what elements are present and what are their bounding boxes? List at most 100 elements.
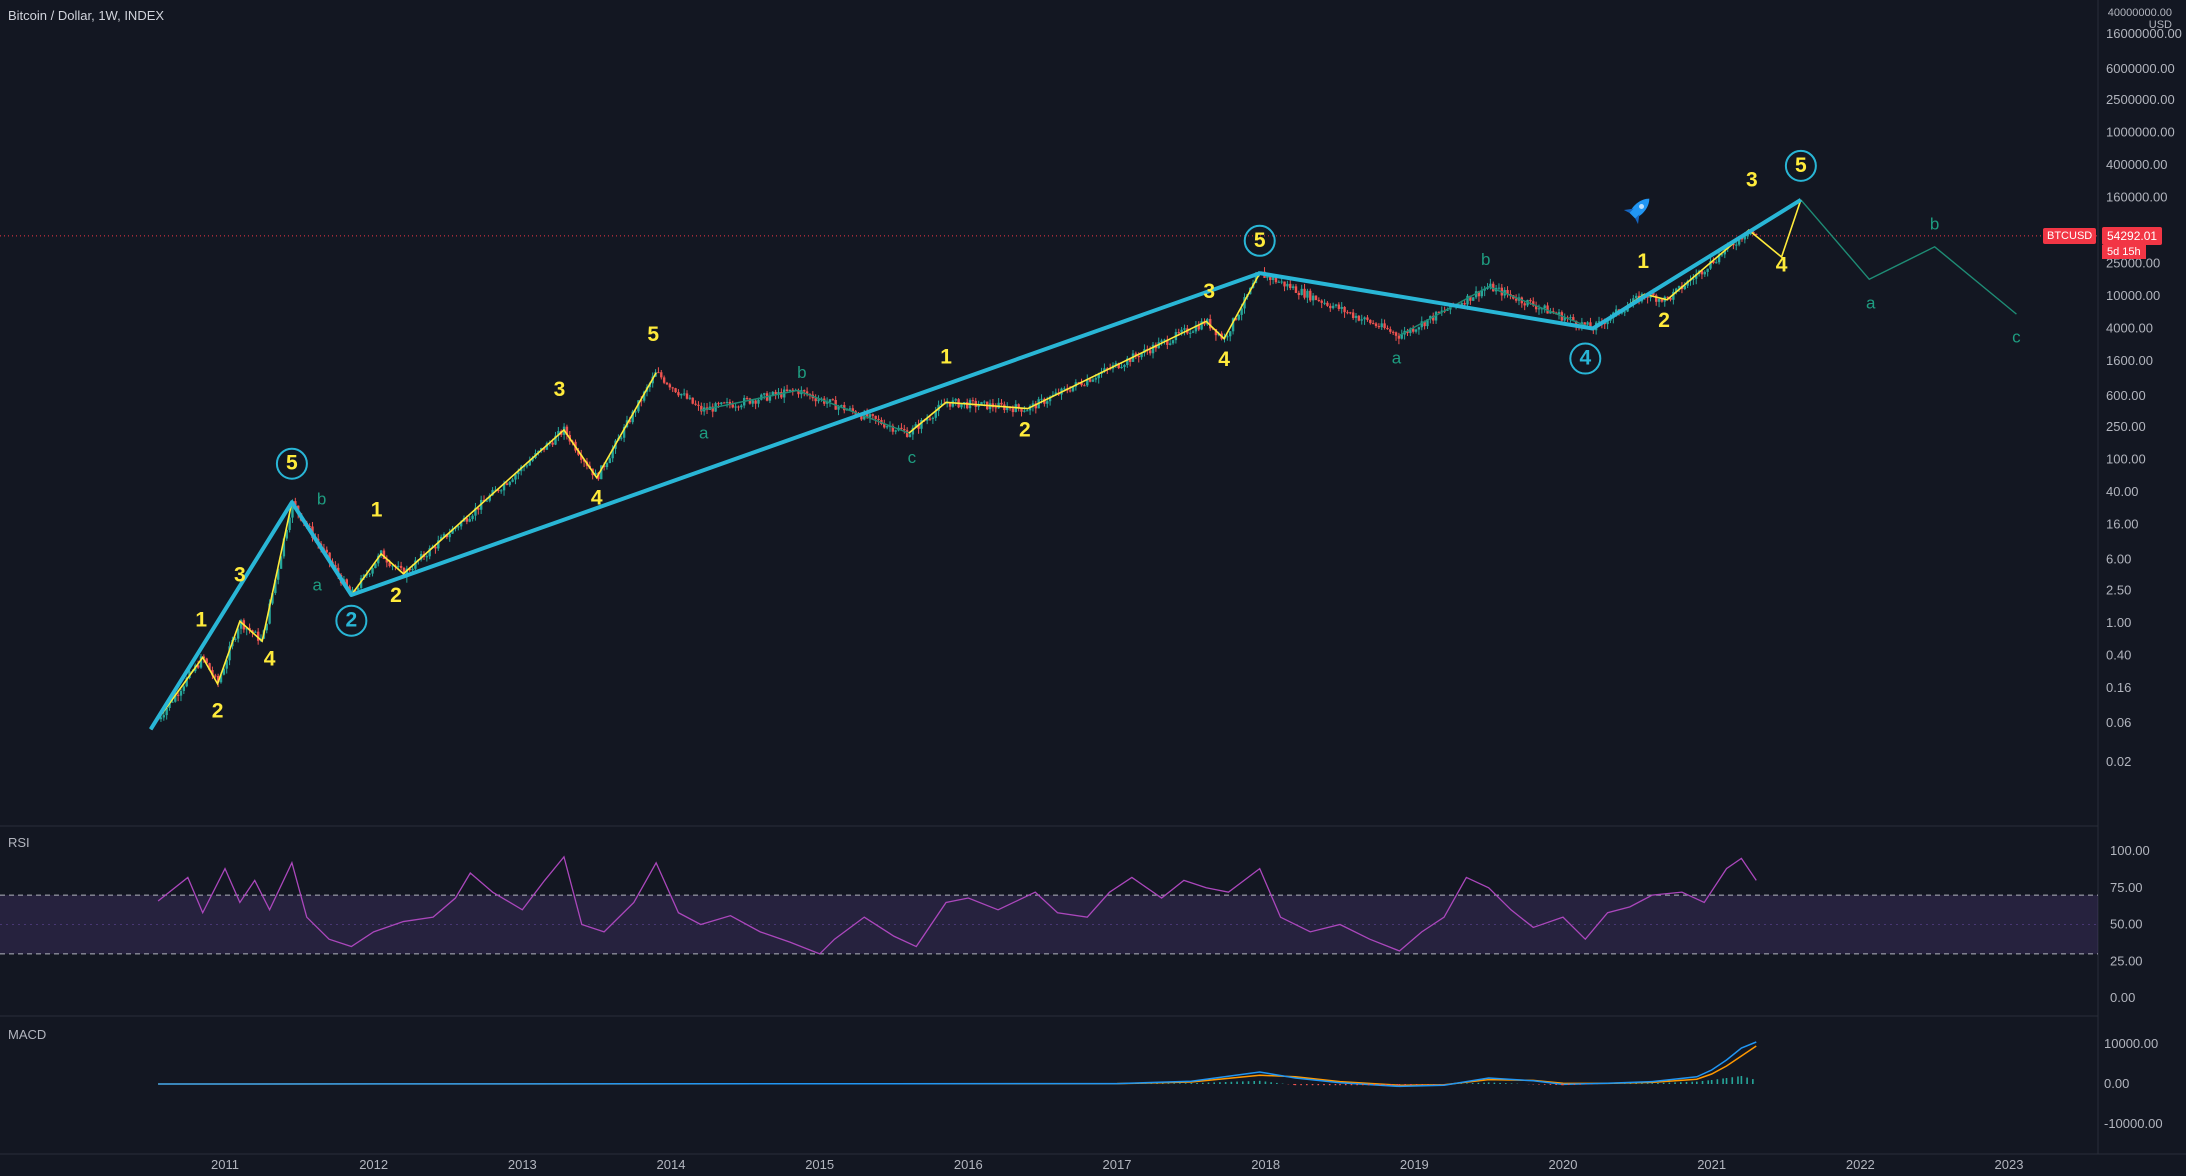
candle-body xyxy=(245,627,248,630)
rocket-icon xyxy=(1623,198,1650,225)
candle-body xyxy=(239,620,243,629)
macd-histogram-bar xyxy=(1356,1084,1358,1086)
candle-body xyxy=(1331,305,1335,309)
macd-histogram-bar xyxy=(1483,1082,1485,1084)
candle-body xyxy=(885,426,889,428)
candle-body xyxy=(865,412,869,418)
macd-histogram-bar xyxy=(1334,1084,1337,1086)
candle-body xyxy=(1277,281,1281,283)
wave-label: c xyxy=(908,448,917,467)
macd-histogram-bar xyxy=(1641,1083,1643,1084)
macd-histogram-bar xyxy=(1264,1081,1267,1084)
candle-body xyxy=(1306,290,1309,298)
macd-histogram-bar xyxy=(1311,1084,1314,1086)
candle-body xyxy=(1380,323,1383,328)
candle-body xyxy=(1634,295,1638,299)
macd-histogram-bar xyxy=(1196,1082,1198,1084)
candle-body xyxy=(1168,343,1172,345)
candle-body xyxy=(971,400,975,402)
candle-body xyxy=(168,701,171,709)
price-tick-label: 0.02 xyxy=(2106,754,2131,769)
wave-label: a xyxy=(1866,294,1876,313)
macd-histogram-bar xyxy=(1258,1080,1261,1084)
wave-label: b xyxy=(1481,250,1490,269)
candle-body xyxy=(1351,312,1355,318)
macd-histogram-bar xyxy=(1493,1082,1496,1084)
candle-body xyxy=(628,420,632,423)
macd-histogram-bar xyxy=(1230,1081,1233,1084)
macd-histogram-bar xyxy=(1499,1082,1501,1084)
macd-histogram-bar xyxy=(1561,1084,1563,1086)
candle-body xyxy=(545,443,549,450)
candle-body xyxy=(1340,306,1343,309)
candle-body xyxy=(502,483,506,491)
macd-histogram-bar xyxy=(1679,1082,1682,1084)
candle-body xyxy=(977,405,980,407)
candle-body xyxy=(1377,326,1381,328)
macd-histogram-bar xyxy=(1224,1081,1227,1084)
candle-body xyxy=(1269,275,1272,280)
candle-body xyxy=(471,515,474,520)
candle-body xyxy=(1675,288,1678,292)
candle-body xyxy=(1586,322,1589,325)
candle-body xyxy=(668,384,672,388)
macd-histogram-bar xyxy=(1213,1082,1216,1084)
time-tick-label: 2017 xyxy=(1103,1157,1132,1172)
candle-body xyxy=(505,483,509,485)
macd-histogram-bar xyxy=(1179,1083,1181,1084)
candle-body xyxy=(351,589,354,593)
candle-body xyxy=(945,402,949,404)
candle-body xyxy=(1234,318,1238,320)
candle-body xyxy=(940,403,943,405)
price-tick-label: 10000.00 xyxy=(2106,288,2160,303)
macd-histogram-bar xyxy=(1270,1082,1272,1084)
candle-body xyxy=(745,397,749,399)
candle-body xyxy=(1546,305,1549,314)
macd-histogram-bar xyxy=(1207,1082,1210,1084)
candle-body xyxy=(697,404,700,406)
price-tick-label: 0.40 xyxy=(2106,648,2131,663)
candle-body xyxy=(1097,373,1100,379)
wave-label: b xyxy=(797,363,806,382)
candle-body xyxy=(780,392,783,398)
candle-body xyxy=(788,389,792,391)
candle-body xyxy=(1477,291,1481,297)
candle-body xyxy=(1291,286,1295,289)
candle-body xyxy=(1717,254,1721,263)
candle-body xyxy=(1180,329,1183,333)
rsi-line xyxy=(157,855,1757,955)
candle-body xyxy=(1669,297,1672,300)
candle-body xyxy=(1343,306,1346,313)
candle-body xyxy=(680,393,683,396)
candle-body xyxy=(482,499,486,501)
wave-label: b xyxy=(317,490,326,509)
candle-body xyxy=(1371,323,1375,325)
candle-body xyxy=(1323,302,1326,304)
candle-body xyxy=(954,399,957,401)
candle-body xyxy=(211,670,214,676)
rsi-tick-label: 0.00 xyxy=(2110,990,2135,1005)
macd-histogram-bar xyxy=(1427,1084,1429,1085)
candle-body xyxy=(514,474,517,480)
candle-body xyxy=(1117,363,1120,369)
candle-body xyxy=(294,501,297,506)
candle-body xyxy=(622,427,626,438)
candle-body xyxy=(1000,402,1003,405)
macd-histogram-bar xyxy=(1219,1082,1221,1084)
candle-body xyxy=(176,694,180,696)
macd-histogram-bar xyxy=(1276,1082,1278,1084)
candle-body xyxy=(1655,295,1658,302)
wave-label: 5 xyxy=(1254,229,1266,252)
wave-label: 2 xyxy=(1019,419,1031,442)
candle-body xyxy=(717,403,720,405)
candle-body xyxy=(174,694,177,702)
wave-label: 3 xyxy=(1203,280,1215,303)
time-tick-label: 2023 xyxy=(1995,1157,2024,1172)
macd-histogram-bar xyxy=(1722,1078,1724,1084)
candle-body xyxy=(1417,327,1421,330)
candle-body xyxy=(1071,386,1075,392)
candle-body xyxy=(165,708,168,716)
candle-body xyxy=(1286,283,1289,287)
candle-body xyxy=(1083,385,1086,387)
candle-body xyxy=(511,479,514,482)
